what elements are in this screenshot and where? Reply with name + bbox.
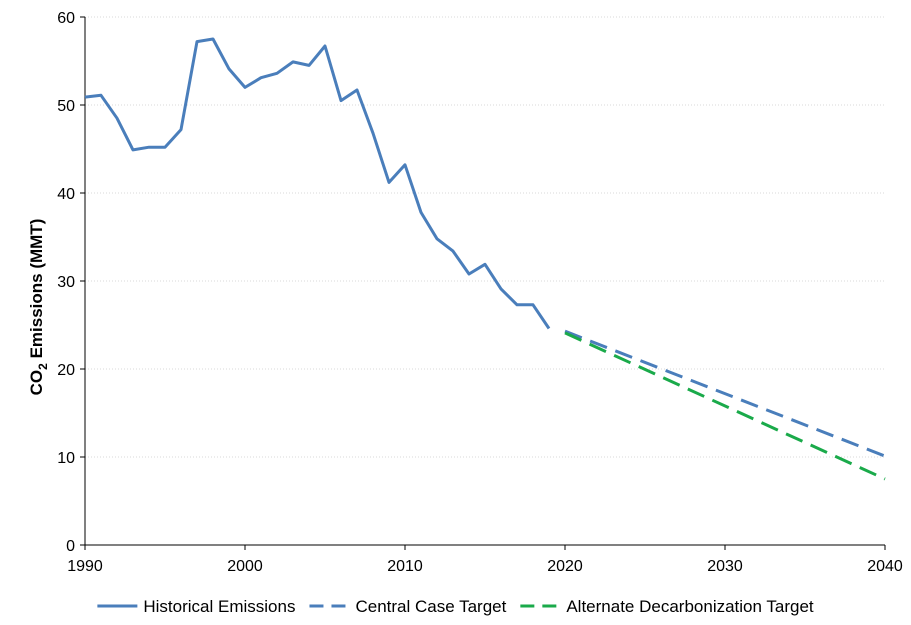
- series-line-1: [84, 37, 551, 330]
- legend: Historical Emissions Central Case Target A…: [97, 597, 814, 616]
- series-line-3: [564, 331, 886, 481]
- series-line-2: [564, 329, 886, 458]
- legend-label-3: Alternate Decarbonization Target: [566, 597, 814, 616]
- legend-label-2: Central Case Target: [355, 597, 506, 616]
- y-tick-label: 60: [57, 10, 75, 27]
- gridlines: [85, 16, 885, 458]
- x-tick-label: 2020: [547, 558, 583, 575]
- legend-label-1: Historical Emissions: [143, 597, 295, 616]
- y-tick-label: 30: [57, 274, 75, 291]
- x-tick-label: 2000: [227, 558, 263, 575]
- y-tick-labels: 0 10 20 30 40 50 60: [57, 10, 75, 555]
- y-tick-label: 50: [57, 98, 75, 115]
- y-tick-label: 10: [57, 450, 75, 467]
- y-tick-label: 20: [57, 362, 75, 379]
- series-lines: [84, 37, 886, 481]
- y-tick-label: 0: [66, 538, 75, 555]
- x-tick-labels: 1990 2000 2010 2020 2030 2040: [67, 558, 903, 575]
- x-tick-label: 2040: [867, 558, 903, 575]
- x-tick-label: 2010: [387, 558, 423, 575]
- axes: [80, 16, 886, 550]
- x-tick-label: 2030: [707, 558, 743, 575]
- y-axis-title: CO2 Emissions (MMT): [27, 219, 50, 396]
- x-tick-label: 1990: [67, 558, 103, 575]
- y-tick-label: 40: [57, 186, 75, 203]
